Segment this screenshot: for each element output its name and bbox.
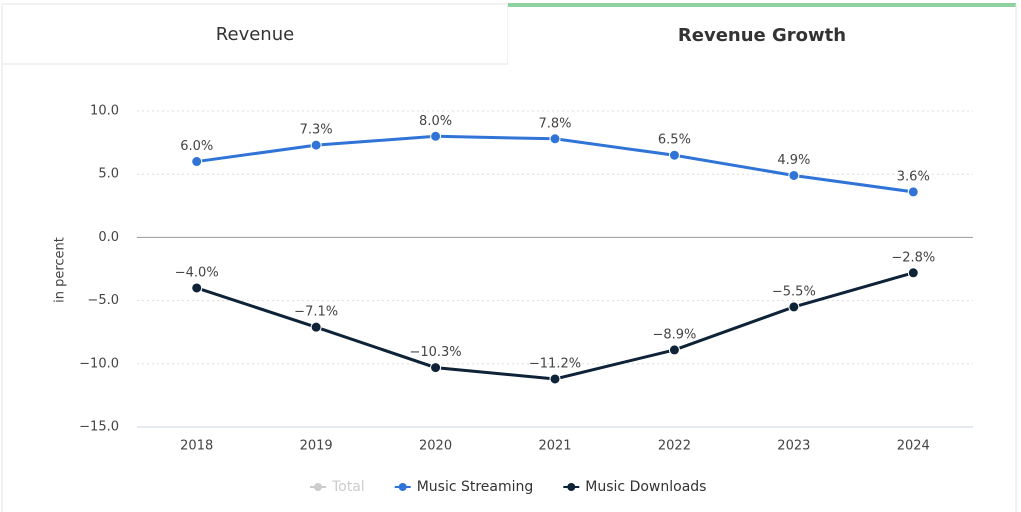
- legend-marker: [314, 483, 322, 491]
- data-label: 7.8%: [538, 116, 571, 131]
- tab-label: Revenue Growth: [678, 25, 846, 46]
- legend-marker: [567, 483, 576, 491]
- x-tick-label: 2022: [658, 439, 691, 454]
- x-tick-label: 2023: [777, 439, 810, 454]
- data-label: −2.8%: [891, 250, 935, 265]
- point: [788, 169, 800, 181]
- point: [788, 301, 800, 313]
- x-tick-label: 2020: [419, 439, 452, 454]
- y-tick-label: 0.0: [98, 230, 119, 245]
- point: [310, 321, 322, 333]
- active-tab-indicator: [508, 3, 1016, 7]
- legend-marker: [398, 483, 407, 491]
- x-tick-label: 2021: [538, 439, 571, 454]
- data-label: −7.1%: [294, 305, 338, 320]
- data-label: 7.3%: [300, 123, 333, 138]
- data-label: −10.3%: [409, 345, 461, 360]
- point: [549, 133, 561, 145]
- data-label: 4.9%: [777, 153, 810, 168]
- point: [907, 186, 919, 198]
- point: [191, 282, 203, 294]
- data-label: −11.2%: [529, 356, 581, 371]
- point: [191, 156, 203, 168]
- data-label: 3.6%: [897, 169, 930, 184]
- point: [430, 130, 442, 142]
- point: [907, 267, 919, 279]
- data-label: 8.0%: [419, 114, 452, 129]
- y-tick-label: −15.0: [79, 420, 119, 435]
- x-tick-label: 2018: [180, 439, 213, 454]
- tab-revenue[interactable]: [1, 3, 509, 65]
- x-tick-label: 2019: [300, 439, 333, 454]
- tab-revenue-growth[interactable]: [508, 4, 1016, 64]
- point: [310, 139, 322, 151]
- legend-label[interactable]: Music Downloads: [585, 479, 706, 495]
- point: [430, 362, 442, 374]
- data-label: −8.9%: [652, 327, 696, 342]
- tab-label: Revenue: [216, 24, 294, 45]
- y-tick-label: 5.0: [98, 167, 119, 182]
- y-tick-label: −5.0: [87, 293, 119, 308]
- legend-label[interactable]: Music Streaming: [417, 479, 534, 495]
- point: [668, 344, 680, 356]
- data-label: 6.5%: [658, 133, 691, 148]
- x-tick-label: 2024: [897, 439, 930, 454]
- data-label: −5.5%: [772, 284, 816, 299]
- data-label: −4.0%: [175, 265, 219, 280]
- data-label: 6.0%: [180, 139, 213, 154]
- point: [668, 149, 680, 161]
- y-tick-label: −10.0: [79, 356, 119, 371]
- point: [549, 373, 561, 385]
- y-tick-label: 10.0: [90, 104, 119, 119]
- y-axis-label: in percent: [53, 237, 68, 303]
- legend-label[interactable]: Total: [331, 479, 365, 495]
